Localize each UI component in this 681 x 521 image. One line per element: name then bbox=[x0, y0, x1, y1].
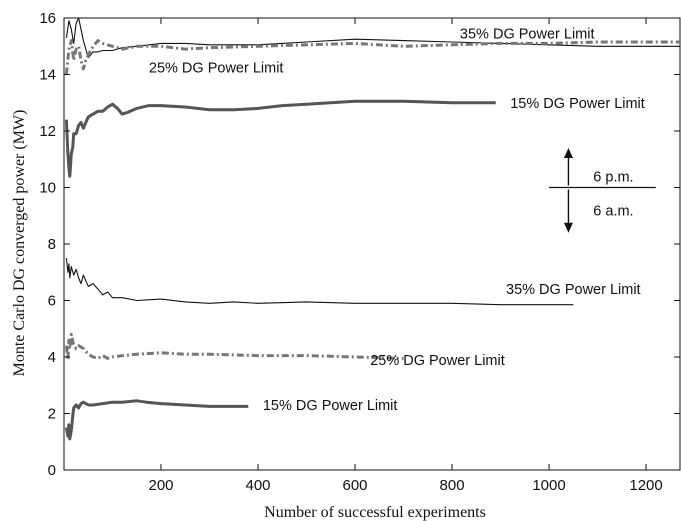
series-line-pm-25pct bbox=[64, 39, 680, 75]
y-tick-label: 4 bbox=[48, 349, 56, 366]
series-line-am-25pct bbox=[64, 332, 404, 362]
y-tick-label: 16 bbox=[39, 10, 56, 27]
tick-layer: 200 400 600 800 1000 1200 0 2 4 6 8 10 12 14 16 bbox=[39, 10, 680, 494]
x-tick-label: 400 bbox=[246, 477, 271, 494]
up-arrow-icon bbox=[563, 147, 573, 158]
series-layer bbox=[64, 17, 680, 441]
y-tick-label: 8 bbox=[48, 236, 56, 253]
series-line-pm-15pct bbox=[64, 99, 496, 178]
x-tick-label: 200 bbox=[148, 477, 173, 494]
y-tick-label: 12 bbox=[39, 123, 56, 140]
lower-time-label: 6 a.m. bbox=[593, 204, 633, 220]
x-axis-title: Number of successful experiments bbox=[264, 504, 486, 521]
y-tick-label: 2 bbox=[48, 406, 56, 423]
annotation-layer: 35% DG Power Limit 25% DG Power Limit 15% … bbox=[149, 27, 656, 414]
series-line-am-15pct bbox=[64, 399, 249, 441]
series-annotation-label: 25% DG Power Limit bbox=[149, 60, 284, 76]
series-annotation-label: 15% DG Power Limit bbox=[263, 398, 398, 414]
y-tick-label: 6 bbox=[48, 293, 56, 310]
x-tick-label: 1200 bbox=[629, 477, 662, 494]
y-axis-title: Monte Carlo DG converged power (MW) bbox=[11, 110, 28, 377]
down-arrow-icon bbox=[563, 222, 573, 233]
x-tick-label: 1000 bbox=[532, 477, 565, 494]
x-tick-label: 600 bbox=[343, 477, 368, 494]
series-line-am-35pct bbox=[65, 258, 574, 306]
upper-time-label: 6 p.m. bbox=[593, 170, 633, 186]
x-tick-label: 800 bbox=[440, 477, 465, 494]
series-annotation-label: 35% DG Power Limit bbox=[460, 27, 595, 43]
y-tick-label: 0 bbox=[48, 462, 56, 479]
series-annotation-label: 35% DG Power Limit bbox=[506, 282, 641, 298]
series-annotation-label: 15% DG Power Limit bbox=[510, 96, 645, 112]
y-tick-label: 10 bbox=[39, 180, 56, 197]
y-tick-label: 14 bbox=[39, 67, 56, 84]
series-annotation-label: 25% DG Power Limit bbox=[370, 353, 505, 369]
